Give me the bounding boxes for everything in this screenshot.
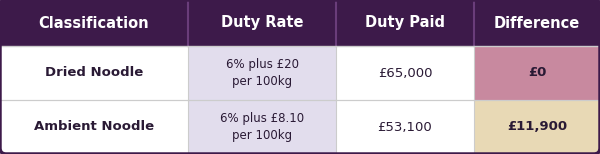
Text: Duty Rate: Duty Rate xyxy=(221,16,303,30)
FancyBboxPatch shape xyxy=(0,0,600,46)
Bar xyxy=(0,100,600,154)
Bar xyxy=(474,100,600,154)
Bar xyxy=(188,100,336,154)
Text: Dried Noodle: Dried Noodle xyxy=(45,67,143,79)
Bar xyxy=(0,23,600,46)
Text: 6% plus £8.10
per 100kg: 6% plus £8.10 per 100kg xyxy=(220,112,304,142)
Text: £65,000: £65,000 xyxy=(378,67,432,79)
Text: £0: £0 xyxy=(528,67,546,79)
Bar xyxy=(0,46,600,100)
Text: Classification: Classification xyxy=(38,16,149,30)
Text: £53,100: £53,100 xyxy=(377,120,433,134)
Text: £11,900: £11,900 xyxy=(507,120,567,134)
Text: Duty Paid: Duty Paid xyxy=(365,16,445,30)
Text: 6% plus £20
per 100kg: 6% plus £20 per 100kg xyxy=(226,58,299,88)
Text: Difference: Difference xyxy=(494,16,580,30)
Text: Ambient Noodle: Ambient Noodle xyxy=(34,120,154,134)
Bar xyxy=(188,46,336,100)
Bar xyxy=(474,46,600,100)
